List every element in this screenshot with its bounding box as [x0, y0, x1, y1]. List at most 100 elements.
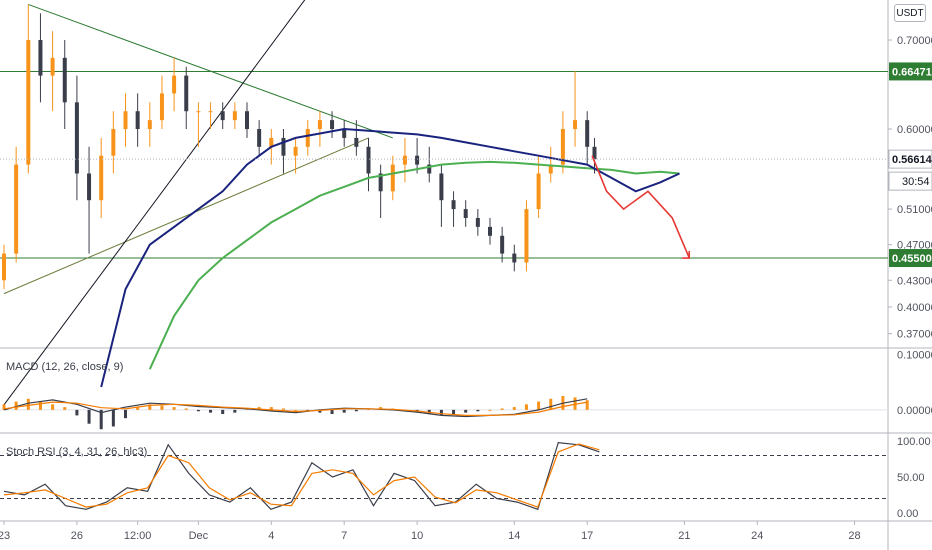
candle-body — [378, 173, 383, 192]
macd-histogram-bar — [38, 401, 42, 410]
moving-average-blue — [100, 127, 588, 388]
candle-body — [427, 164, 432, 174]
candle-body — [184, 75, 189, 112]
macd-histogram-bar — [549, 398, 553, 410]
candle-body — [439, 173, 444, 201]
candle-body — [293, 146, 298, 156]
candle-body — [14, 164, 19, 254]
candle-body — [159, 93, 164, 121]
candle-body — [390, 164, 395, 192]
candle-body — [451, 200, 456, 210]
macd-histogram-bar — [221, 409, 225, 415]
trendline — [3, 137, 369, 295]
macd-histogram-bar — [124, 409, 127, 419]
macd-histogram-bar — [51, 404, 55, 410]
candle-body — [172, 75, 177, 94]
candle-body — [463, 209, 468, 218]
projection-blue — [586, 163, 680, 193]
candle-body — [415, 155, 420, 165]
macd-histogram-bar — [330, 409, 334, 415]
macd-histogram-bar — [209, 409, 213, 413]
stoch-title: Stoch RSI (3, 4, 31, 26, hlc3) — [6, 446, 147, 458]
macd-histogram-bar — [111, 409, 115, 427]
macd-histogram-bar — [184, 408, 188, 410]
macd-histogram-bar — [75, 409, 79, 416]
candle-body — [354, 137, 359, 147]
time-tick-label: 7 — [341, 530, 347, 542]
stoch-tick-label: 0.00 — [897, 508, 918, 520]
macd-title: MACD (12, 26, close, 9) — [6, 361, 123, 373]
candle-body — [123, 111, 128, 130]
candle-body — [74, 102, 79, 174]
macd-histogram-bar — [2, 404, 6, 410]
currency-button[interactable]: USDT — [894, 4, 926, 22]
macd-signal-line — [3, 401, 588, 416]
candle-body — [62, 57, 67, 103]
macd-histogram-bar — [172, 407, 176, 410]
candle-body — [585, 120, 590, 147]
candle-body — [38, 40, 43, 76]
time-tick-label: 23 — [0, 530, 10, 542]
candle-body — [281, 137, 286, 156]
time-tick-label: 24 — [751, 530, 763, 542]
candle-body — [536, 173, 541, 210]
time-tick-label: Dec — [189, 530, 209, 542]
candle-body — [87, 173, 92, 201]
candle-body — [50, 57, 55, 76]
candle-body — [402, 155, 407, 165]
candle-body — [317, 120, 322, 130]
macd-histogram-bar — [14, 401, 18, 410]
candle-body — [147, 120, 152, 130]
macd-histogram-bar — [233, 409, 237, 413]
stoch-k-line — [3, 441, 600, 511]
candle-body — [512, 253, 517, 263]
candle-body — [99, 155, 104, 201]
macd-histogram-bar — [318, 409, 322, 413]
macd-histogram-bar — [269, 407, 273, 410]
time-tick-label: 4 — [268, 530, 274, 542]
macd-histogram-bar — [500, 408, 504, 410]
price-badge — [889, 249, 932, 268]
macd-line — [3, 398, 588, 418]
macd-histogram-bar — [196, 409, 200, 412]
time-tick-label: 12:00 — [124, 530, 152, 542]
candle-body — [524, 209, 529, 263]
time-tick-label: 21 — [678, 530, 690, 542]
macd-histogram-bar — [439, 409, 443, 416]
candle-body — [560, 129, 565, 165]
price-badge-label: 0.45500 — [892, 253, 932, 265]
macd-histogram-bar — [537, 401, 541, 410]
macd-histogram-bar — [524, 404, 528, 410]
candle-body — [196, 111, 201, 113]
candle-body — [592, 146, 597, 160]
macd-histogram-bar — [512, 407, 516, 410]
macd-histogram-bar — [87, 409, 91, 424]
macd-histogram-bar — [476, 409, 480, 412]
macd-histogram-bar — [160, 405, 164, 410]
candle-body — [232, 111, 237, 121]
macd-histogram-bar — [464, 409, 468, 413]
price-badge-label: 0.56614 — [892, 154, 932, 166]
macd-tick-label: 0.00000 — [897, 405, 932, 417]
candle-body — [342, 129, 347, 138]
candle-body — [366, 146, 371, 174]
countdown-badge — [888, 171, 932, 191]
candle-body — [2, 253, 6, 281]
candle-body — [208, 111, 213, 113]
candle-body — [269, 137, 274, 147]
macd-histogram-bar — [281, 408, 285, 410]
candle-body — [573, 120, 578, 130]
candle-body — [475, 217, 480, 227]
forecast-arrow-icon — [682, 251, 691, 259]
candle-body — [135, 111, 140, 130]
macd-histogram-bar — [148, 404, 152, 410]
macd-histogram-bar — [294, 409, 298, 411]
macd-histogram-bar — [585, 400, 589, 410]
price-badge — [889, 62, 932, 81]
